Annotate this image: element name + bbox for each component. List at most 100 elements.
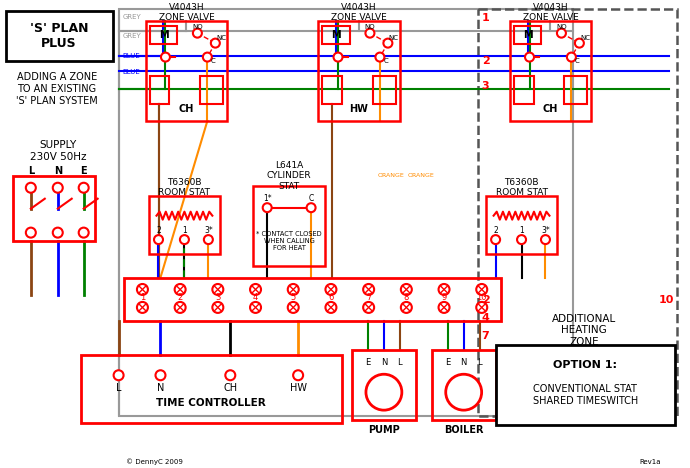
Circle shape [79,227,89,238]
Text: 3: 3 [482,81,489,91]
Text: M: M [331,30,341,40]
Bar [513,76,533,104]
Circle shape [213,302,224,313]
Text: T6360B
ROOM STAT: T6360B ROOM STAT [495,178,548,197]
Text: © DennyC 2009: © DennyC 2009 [126,459,182,465]
Circle shape [175,284,186,295]
Circle shape [401,302,412,313]
Circle shape [114,370,124,380]
Circle shape [161,52,170,62]
Bar [124,278,500,322]
Bar [510,21,591,121]
Text: TIME CONTROLLER: TIME CONTROLLER [157,398,266,408]
Text: L: L [477,358,482,367]
Bar [119,9,573,416]
Circle shape [263,203,272,212]
Text: NC: NC [580,35,591,41]
Bar [513,26,542,44]
Bar [352,351,416,420]
Text: N: N [460,358,467,367]
Text: 2: 2 [482,56,489,66]
Circle shape [439,302,449,313]
Text: GREY: GREY [123,14,141,20]
Text: E: E [445,358,451,367]
Text: CH: CH [179,104,194,114]
Bar [6,11,112,61]
Bar [13,176,95,241]
Circle shape [79,183,89,193]
Circle shape [476,302,487,313]
Bar [373,76,396,104]
Text: BOILER: BOILER [444,425,484,435]
Text: C: C [308,194,314,203]
Text: 2: 2 [177,293,183,302]
Circle shape [557,29,566,37]
Circle shape [363,302,374,313]
Circle shape [293,370,303,380]
Circle shape [326,284,337,295]
Text: 2: 2 [493,226,498,235]
Text: NC: NC [217,35,226,41]
Text: CONVENTIONAL STAT
SHARED TIMESWITCH: CONVENTIONAL STAT SHARED TIMESWITCH [533,384,638,406]
Bar [322,26,350,44]
Text: 3*: 3* [541,226,550,235]
Text: N: N [54,166,62,176]
Text: 3: 3 [215,293,221,302]
Circle shape [193,29,202,37]
Text: 4: 4 [253,293,258,302]
Text: BLUE: BLUE [123,53,140,59]
Bar [253,186,325,265]
Text: V4043H
ZONE VALVE: V4043H ZONE VALVE [522,2,578,22]
Bar [148,196,220,254]
Text: 8: 8 [404,293,409,302]
Bar [564,76,587,104]
Text: 7: 7 [482,331,489,341]
Circle shape [250,284,261,295]
Circle shape [366,29,375,37]
Text: ADDING A ZONE
TO AN EXISTING
'S' PLAN SYSTEM: ADDING A ZONE TO AN EXISTING 'S' PLAN SY… [16,73,97,106]
Circle shape [575,39,584,48]
Circle shape [541,235,550,244]
Text: 7: 7 [366,293,371,302]
Circle shape [384,39,393,48]
Circle shape [250,302,261,313]
Text: HW: HW [290,383,306,393]
Text: V4043H
ZONE VALVE: V4043H ZONE VALVE [159,2,215,22]
Text: L: L [116,383,121,393]
Text: ORANGE: ORANGE [408,173,435,178]
Text: 1: 1 [140,293,145,302]
Text: GREY: GREY [123,33,141,39]
Bar [150,76,170,104]
Circle shape [180,235,189,244]
Bar [322,76,342,104]
Circle shape [288,284,299,295]
Text: * CONTACT CLOSED
WHEN CALLING
FOR HEAT: * CONTACT CLOSED WHEN CALLING FOR HEAT [256,231,322,250]
Bar [486,196,558,254]
Text: 1: 1 [519,226,524,235]
Circle shape [154,235,163,244]
Bar [477,9,677,416]
Circle shape [213,284,224,295]
Text: 2: 2 [482,295,489,306]
Text: CH: CH [224,383,237,393]
Text: 1: 1 [182,226,187,235]
Text: BLUE: BLUE [123,69,140,75]
Circle shape [363,284,374,295]
Text: C: C [211,58,216,64]
Circle shape [567,52,576,62]
Circle shape [26,227,36,238]
Circle shape [366,374,402,410]
Circle shape [226,370,235,380]
Bar [200,76,224,104]
Text: Rev1a: Rev1a [639,459,661,465]
Circle shape [306,203,315,212]
Text: L: L [397,358,402,367]
Bar [432,351,495,420]
Circle shape [204,235,213,244]
Text: CH: CH [543,104,558,114]
Circle shape [401,284,412,295]
Text: 3*: 3* [204,226,213,235]
Text: E: E [80,166,87,176]
Circle shape [517,235,526,244]
Circle shape [525,52,534,62]
